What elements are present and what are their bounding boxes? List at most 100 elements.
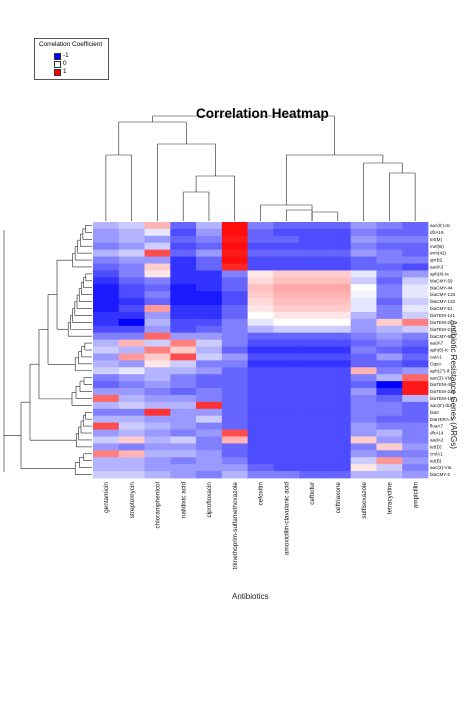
heatmap-cell — [324, 374, 352, 382]
heatmap-cell — [376, 235, 403, 244]
heatmap-cell — [170, 235, 197, 244]
heatmap-cell — [376, 457, 403, 465]
heatmap-cell — [324, 457, 352, 465]
heatmap-cell — [350, 228, 377, 237]
heatmap-cell — [273, 471, 300, 479]
heatmap-cell — [144, 374, 171, 382]
heatmap-cell — [247, 222, 274, 230]
heatmap-cell — [350, 450, 377, 458]
heatmap-cell — [376, 401, 403, 410]
heatmap-cell — [170, 353, 197, 361]
heatmap-cell — [350, 270, 377, 278]
heatmap-cell — [144, 325, 171, 334]
heatmap-cell — [93, 408, 120, 417]
heatmap-cell — [221, 367, 249, 375]
row-label: mef(B) — [430, 244, 444, 249]
heatmap-cell — [402, 415, 429, 424]
heatmap-cell — [402, 388, 429, 396]
heatmap-cell — [350, 394, 377, 403]
heatmap-cell — [247, 360, 274, 368]
heatmap-cell — [170, 408, 197, 417]
heatmap-cell — [402, 228, 429, 237]
heatmap-cell — [376, 443, 403, 451]
heatmap-cell — [350, 325, 377, 334]
heatmap-cell — [144, 353, 171, 361]
row-label: aph(6)-Ic — [430, 348, 449, 353]
heatmap-cell — [273, 367, 300, 375]
heatmap-cell — [144, 408, 171, 417]
row-label: blaCMY-132 — [430, 299, 456, 304]
heatmap-cell — [376, 332, 403, 341]
heatmap-cell — [299, 263, 326, 271]
legend-swatch-high — [54, 69, 61, 76]
heatmap-cell — [350, 305, 377, 313]
heatmap-cell — [324, 298, 352, 306]
heatmap-cell — [299, 339, 326, 347]
heatmap-cell — [350, 277, 377, 285]
heatmap-cell — [324, 429, 352, 437]
row-label: aac(3)-VIa — [430, 465, 452, 470]
heatmap-cell — [324, 346, 352, 354]
heatmap-cell — [118, 415, 145, 424]
heatmap-cell — [196, 249, 223, 257]
heatmap-cell — [402, 394, 429, 403]
heatmap-cell — [170, 270, 197, 278]
heatmap-cell — [221, 374, 249, 382]
heatmap-cell — [324, 291, 352, 299]
heatmap-cell — [118, 284, 145, 292]
heatmap-cell — [350, 332, 377, 341]
heatmap-cell — [144, 457, 171, 465]
heatmap-cell — [247, 381, 274, 389]
heatmap-cell — [170, 291, 197, 299]
heatmap-cell — [299, 249, 326, 257]
heatmap-cell — [350, 374, 377, 382]
heatmap-cell — [299, 222, 326, 230]
heatmap-cell — [402, 249, 429, 257]
heatmap-cell — [221, 415, 249, 424]
heatmap-cell — [196, 394, 223, 403]
heatmap-cell — [221, 228, 249, 237]
heatmap-cell — [170, 228, 197, 237]
heatmap-cell — [402, 450, 429, 458]
heatmap-cell — [118, 457, 145, 465]
heatmap-cell — [376, 311, 403, 320]
heatmap-cell — [247, 235, 274, 244]
heatmap-cell — [221, 305, 249, 313]
heatmap-cell — [247, 325, 274, 334]
heatmap-cell — [93, 388, 120, 396]
heatmap-cell — [196, 388, 223, 396]
heatmap-cell — [350, 360, 377, 368]
heatmap-cell — [196, 443, 223, 451]
heatmap-cell — [247, 374, 274, 382]
heatmap-cell — [196, 408, 223, 417]
row-label: blaTEM-106 — [430, 396, 455, 401]
heatmap-cell — [221, 353, 249, 361]
heatmap-cell — [324, 339, 352, 347]
heatmap-cell — [376, 339, 403, 347]
heatmap-cell — [402, 298, 429, 306]
heatmap-cell — [144, 263, 171, 271]
heatmap-cell — [118, 235, 145, 244]
heatmap-cell — [118, 374, 145, 382]
heatmap-cell — [196, 332, 223, 341]
heatmap-cell — [324, 242, 352, 251]
heatmap-cell — [376, 408, 403, 417]
row-label: blaCMY-2 — [430, 472, 450, 477]
heatmap-cell — [247, 415, 274, 424]
heatmap-cell — [273, 457, 300, 465]
row-label: aph(2'')-If — [430, 368, 450, 373]
heatmap-cell — [376, 367, 403, 375]
heatmap-cell — [402, 318, 429, 327]
heatmap-cell — [299, 422, 326, 430]
legend-item-high: 1 — [54, 68, 67, 76]
heatmap-cell — [273, 256, 300, 264]
heatmap-cell — [170, 436, 197, 444]
heatmap-cell — [299, 457, 326, 465]
column-label: chloramphenicol — [155, 482, 162, 529]
column-label: nalidixic acid — [180, 482, 187, 519]
heatmap-cell — [350, 381, 377, 389]
heatmap-cell — [402, 263, 429, 271]
row-label: dfrA14 — [430, 431, 444, 436]
column-label: ampicillin — [412, 482, 419, 509]
column-label: cefoxitin — [258, 482, 265, 506]
